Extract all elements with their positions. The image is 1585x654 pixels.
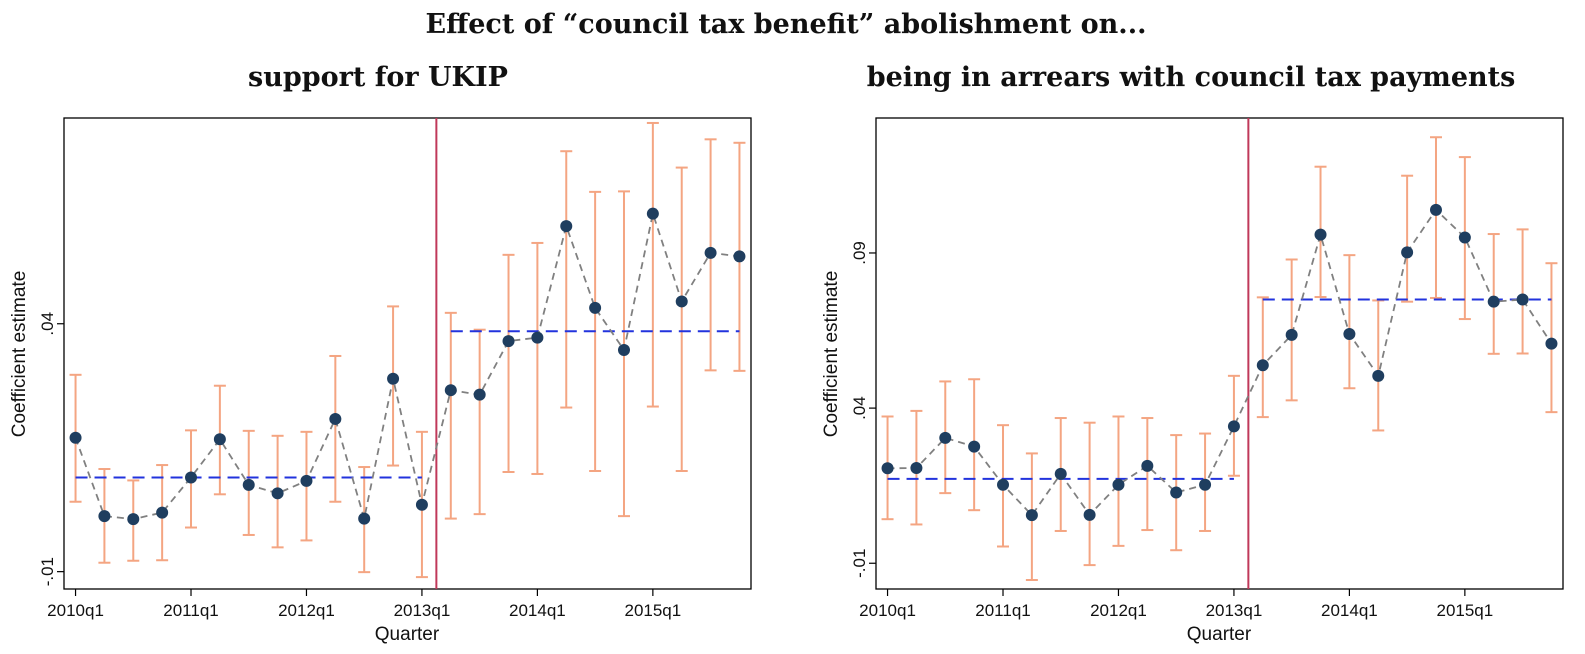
estimate-point	[1429, 203, 1442, 216]
panel-ukip: support for UKIP Coefficient estimate Qu…	[9, 62, 752, 645]
estimate-point	[1343, 327, 1356, 340]
estimate-point	[1372, 369, 1385, 382]
estimate-point	[646, 207, 659, 220]
panel-arrears: being in arrears with council tax paymen…	[821, 62, 1564, 645]
chart-marks-ukip: 2010q1 2011q1 2012q1 2013q1 2014q1 2015q1 -.01…	[38, 118, 746, 620]
estimate-point	[531, 331, 544, 344]
estimate-point	[156, 506, 169, 519]
x-tick-label: 2013q1	[394, 601, 451, 620]
estimate-point	[589, 301, 602, 314]
estimate-point	[1199, 478, 1212, 491]
estimate-point	[98, 510, 111, 523]
panel-title-ukip: support for UKIP	[248, 62, 508, 93]
y-axis-label-ukip: Coefficient estimate	[9, 271, 30, 438]
x-axis-label-arrears: Quarter	[1187, 624, 1252, 645]
estimate-point	[444, 384, 457, 397]
estimate-point	[387, 372, 400, 385]
estimate-point	[1516, 293, 1529, 306]
x-tick-label: 2011q1	[163, 601, 218, 620]
estimate-point	[997, 478, 1010, 491]
estimate-point	[127, 513, 140, 526]
estimate-point	[939, 431, 952, 444]
y-tick-label: .04	[38, 312, 57, 336]
estimate-point	[213, 433, 226, 446]
x-tick-label: 2014q1	[1321, 601, 1378, 620]
plot-frame-arrears	[875, 117, 1564, 590]
x-tick-label: 2010q1	[47, 601, 104, 620]
estimate-point	[1112, 478, 1125, 491]
x-tick-label: 2015q1	[624, 601, 681, 620]
chart-marks-arrears: 2010q1 2011q1 2012q1 2013q1 2014q1 2015q1 -.01…	[850, 118, 1558, 620]
estimate-point	[617, 344, 630, 357]
estimate-point	[1401, 246, 1414, 259]
estimate-point	[910, 461, 923, 474]
y-tick-label: -.01	[38, 557, 57, 586]
estimate-point	[1170, 486, 1183, 499]
y-tick-label: .04	[850, 396, 869, 420]
estimate-point	[242, 478, 255, 491]
estimate-point	[881, 462, 894, 475]
y-axis-label-arrears: Coefficient estimate	[821, 271, 842, 438]
estimate-point	[1054, 467, 1067, 480]
y-tick-label: .09	[850, 241, 869, 265]
x-tick-label: 2012q1	[1090, 601, 1147, 620]
estimate-point	[1141, 459, 1154, 472]
estimate-point	[415, 498, 428, 511]
estimate-point	[733, 250, 746, 263]
estimate-point	[1458, 231, 1471, 244]
x-axis-label-ukip: Quarter	[375, 624, 440, 645]
estimate-point	[473, 388, 486, 401]
estimate-point	[1487, 295, 1500, 308]
estimate-point	[704, 246, 717, 259]
estimate-connector-line	[74, 210, 740, 521]
estimate-point	[271, 487, 284, 500]
x-tick-label: 2012q1	[278, 601, 335, 620]
x-tick-label: 2011q1	[975, 601, 1030, 620]
estimate-connector-line	[887, 208, 1553, 517]
x-tick-label: 2014q1	[509, 601, 566, 620]
x-tick-label: 2010q1	[859, 601, 916, 620]
estimate-point	[1256, 359, 1269, 372]
panel-title-arrears: being in arrears with council tax paymen…	[867, 62, 1516, 93]
estimate-point	[1545, 337, 1558, 350]
estimate-point	[329, 412, 342, 425]
estimate-point	[69, 431, 82, 444]
estimate-point	[185, 471, 198, 484]
figure-title: Effect of “council tax benefit” abolishm…	[425, 9, 1146, 40]
x-tick-label: 2015q1	[1436, 601, 1493, 620]
plot-frame-ukip	[63, 117, 752, 590]
y-tick-label: -.01	[850, 549, 869, 578]
estimate-point	[968, 440, 981, 453]
x-tick-label: 2013q1	[1206, 601, 1263, 620]
estimate-point	[560, 220, 573, 233]
estimate-point	[1285, 328, 1298, 341]
estimate-point	[502, 335, 515, 348]
estimate-point	[300, 474, 313, 487]
estimate-point	[675, 295, 688, 308]
estimate-point	[1025, 509, 1038, 522]
estimate-point	[358, 512, 371, 525]
estimate-point	[1314, 228, 1327, 241]
estimate-point	[1227, 420, 1240, 433]
estimate-point	[1083, 508, 1096, 521]
